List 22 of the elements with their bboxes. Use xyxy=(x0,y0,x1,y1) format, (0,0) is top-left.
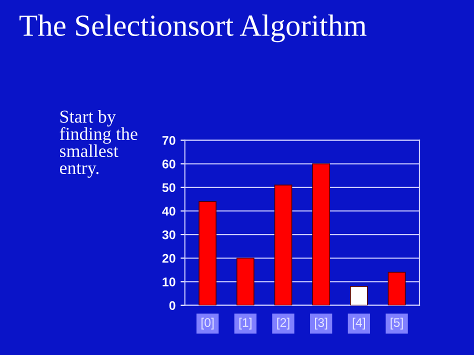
bar xyxy=(198,201,216,306)
bar xyxy=(388,272,406,306)
bar xyxy=(312,163,330,306)
x-tick-label: [2] xyxy=(277,318,290,330)
x-tick-label: [0] xyxy=(202,318,214,330)
y-tick-label: 10 xyxy=(162,278,176,286)
x-tick-label: [5] xyxy=(390,318,403,330)
text: Start by finding the smallest entry. xyxy=(60,110,138,178)
x-tick-label: [4] xyxy=(352,318,365,330)
y-tick-label: 40 xyxy=(162,206,176,216)
x-tick-label: [3] xyxy=(315,318,328,330)
chart-title: The Selectionsort Algorithm xyxy=(20,14,366,42)
y-tick-label: 70 xyxy=(162,136,176,145)
bar xyxy=(236,258,254,306)
y-tick-label: 30 xyxy=(162,230,176,240)
bar xyxy=(350,286,368,306)
y-tick-label: 20 xyxy=(162,254,176,263)
bar xyxy=(274,184,292,306)
y-tick-label: 0 xyxy=(169,301,176,310)
y-tick-label: 60 xyxy=(162,160,176,168)
y-tick-label: 50 xyxy=(162,183,176,192)
x-tick-label: [1] xyxy=(239,318,252,330)
